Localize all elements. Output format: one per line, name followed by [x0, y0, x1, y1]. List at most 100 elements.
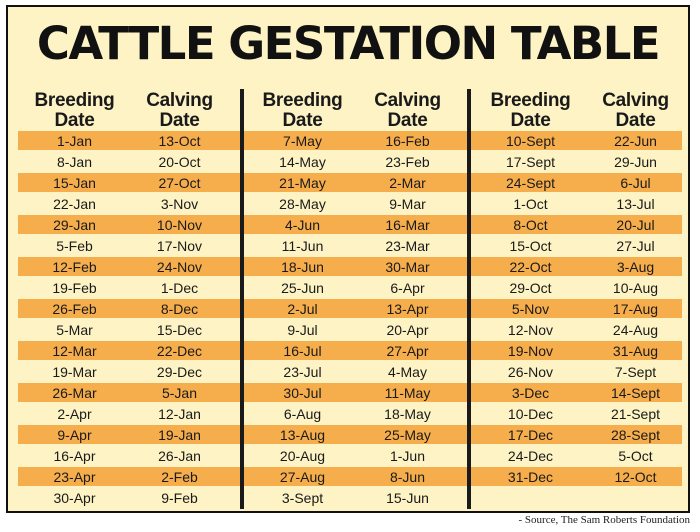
calving-date-cell: 22-Jun	[614, 133, 657, 149]
calving-date-cell: 8-Jun	[389, 469, 426, 485]
breeding-date-cell: 21-May	[279, 175, 326, 191]
breeding-date-cell: 12-Mar	[52, 343, 97, 359]
calving-date-cell: 10-Aug	[612, 280, 659, 296]
calving-date-cell: 3-Aug	[616, 259, 655, 275]
calving-date-cell: 22-Dec	[156, 343, 203, 359]
table-row: 29-Jan 10-Nov	[22, 215, 232, 236]
breeding-date-cell: 5-Mar	[56, 322, 93, 338]
breeding-date-cell: 25-Jun	[281, 280, 324, 296]
column-divider-2	[467, 89, 471, 509]
breeding-date-header: Breeding Date	[262, 90, 343, 131]
table-row: 9-Jul 20-Apr	[250, 320, 460, 341]
table-row: 13-Aug 25-May	[250, 425, 460, 446]
calving-date-cell: 27-Oct	[158, 175, 201, 191]
breeding-date-cell: 8-Oct	[513, 217, 548, 233]
calving-date-cell: 16-Feb	[385, 133, 430, 149]
breeding-date-cell: 13-Aug	[279, 427, 326, 443]
calving-date-cell: 13-Apr	[386, 301, 429, 317]
table-row: 28-May 9-Mar	[250, 194, 460, 215]
breeding-date-cell: 15-Oct	[509, 238, 552, 254]
calving-date-cell: 23-Feb	[385, 154, 430, 170]
breeding-date-cell: 26-Nov	[507, 364, 554, 380]
breeding-date-cell: 16-Jul	[283, 343, 322, 359]
breeding-date-cell: 17-Sept	[505, 154, 556, 170]
calving-date-cell: 2-Feb	[161, 469, 198, 485]
gestation-table-card: CATTLE GESTATION TABLE Breeding Date Calvi…	[6, 5, 690, 513]
calving-date-cell: 17-Aug	[612, 301, 659, 317]
breeding-date-cell: 18-Jun	[281, 259, 324, 275]
table-row: 26-Feb 8-Dec	[22, 299, 232, 320]
breeding-date-cell: 24-Sept	[505, 175, 556, 191]
breeding-date-cell: 23-Apr	[53, 469, 96, 485]
calving-date-cell: 5-Oct	[618, 448, 653, 464]
table-row: 8-Jan 20-Oct	[22, 152, 232, 173]
breeding-date-cell: 4-Jun	[284, 217, 321, 233]
table-row: 17-Sept 29-Jun	[478, 152, 688, 173]
table-row: 31-Dec 12-Oct	[478, 467, 688, 488]
calving-date-cell: 18-May	[384, 406, 431, 422]
table-row: 19-Nov 31-Aug	[478, 341, 688, 362]
breeding-date-cell: 10-Dec	[507, 406, 554, 422]
calving-date-cell: 30-Mar	[385, 259, 430, 275]
table-row: 4-Jun 16-Mar	[250, 215, 460, 236]
breeding-date-header: Breeding Date	[34, 90, 115, 131]
table-row: 24-Dec 5-Oct	[478, 446, 688, 467]
table-row: 25-Jun 6-Apr	[250, 278, 460, 299]
table-row: 26-Mar 5-Jan	[22, 383, 232, 404]
calving-date-cell: 6-Apr	[390, 280, 425, 296]
table-row: 15-Oct 27-Jul	[478, 236, 688, 257]
table-row: 30-Apr 9-Feb	[22, 488, 232, 509]
calving-date-cell: 10-Nov	[156, 217, 203, 233]
calving-date-cell: 16-Mar	[385, 217, 430, 233]
row-stripe	[18, 299, 682, 318]
row-stripe	[18, 341, 682, 360]
table-row: 8-Oct 20-Jul	[478, 215, 688, 236]
row-stripe	[18, 425, 682, 444]
calving-date-cell: 24-Aug	[612, 322, 659, 338]
calving-date-cell: 31-Aug	[612, 343, 659, 359]
row-stripe	[18, 383, 682, 402]
table-row: 24-Sept 6-Jul	[478, 173, 688, 194]
breeding-date-cell: 30-Apr	[53, 490, 96, 506]
calving-date-header: Calving Date	[374, 90, 441, 131]
calving-date-cell: 20-Jul	[616, 217, 655, 233]
breeding-date-cell: 31-Dec	[507, 469, 554, 485]
calving-date-cell: 28-Sept	[610, 427, 661, 443]
breeding-date-cell: 8-Jan	[56, 154, 93, 170]
breeding-date-cell: 19-Mar	[52, 364, 97, 380]
breeding-date-cell: 11-Jun	[281, 238, 324, 254]
table-row: 22-Jan 3-Nov	[22, 194, 232, 215]
table-row: 14-May 23-Feb	[250, 152, 460, 173]
calving-date-cell: 25-May	[384, 427, 431, 443]
calving-date-cell: 12-Oct	[614, 469, 657, 485]
table-row: 23-Apr 2-Feb	[22, 467, 232, 488]
breeding-date-cell: 30-Jul	[283, 385, 322, 401]
breeding-date-cell: 29-Jan	[53, 217, 96, 233]
breeding-date-cell: 9-Apr	[57, 427, 92, 443]
breeding-date-cell: 5-Nov	[511, 301, 550, 317]
breeding-date-cell: 3-Sept	[281, 490, 324, 506]
breeding-date-cell: 28-May	[279, 196, 326, 212]
breeding-date-cell: 9-Jul	[287, 322, 318, 338]
table-row: 6-Aug 18-May	[250, 404, 460, 425]
calving-date-header: Calving Date	[602, 90, 669, 131]
breeding-date-cell: 23-Jul	[283, 364, 322, 380]
breeding-date-cell: 22-Jan	[53, 196, 96, 212]
table-row: 2-Jul 13-Apr	[250, 299, 460, 320]
calving-date-cell: 1-Dec	[160, 280, 199, 296]
table-row: 17-Dec 28-Sept	[478, 425, 688, 446]
calving-date-cell: 23-Mar	[385, 238, 430, 254]
breeding-date-cell: 12-Nov	[507, 322, 554, 338]
table-row: 15-Jan 27-Oct	[22, 173, 232, 194]
calving-date-cell: 15-Jun	[386, 490, 429, 506]
breeding-date-cell: 1-Jan	[56, 133, 93, 149]
table-row: 9-Apr 19-Jan	[22, 425, 232, 446]
calving-date-cell: 4-May	[388, 364, 427, 380]
row-stripe	[18, 173, 682, 192]
breeding-date-cell: 19-Nov	[507, 343, 554, 359]
row-stripe	[18, 257, 682, 276]
breeding-date-cell: 24-Dec	[507, 448, 554, 464]
calving-date-cell: 20-Apr	[386, 322, 429, 338]
calving-date-cell: 27-Jul	[616, 238, 655, 254]
table-row: 19-Mar 29-Dec	[22, 362, 232, 383]
